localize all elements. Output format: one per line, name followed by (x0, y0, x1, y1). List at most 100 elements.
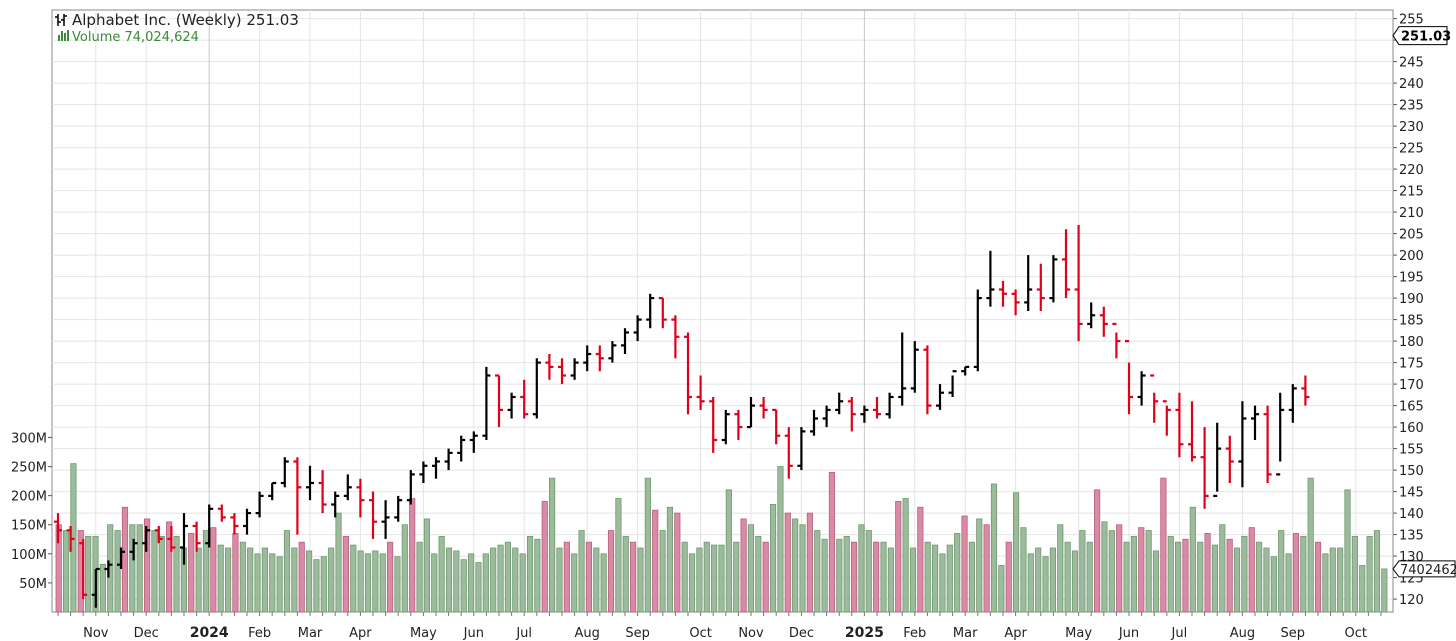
price-tick-label: 220 (1399, 163, 1424, 178)
ohlc-bar (1251, 405, 1259, 440)
price-tick-label: 135 (1399, 529, 1424, 544)
price-tick-label: 185 (1399, 314, 1424, 329)
volume-bar (1057, 524, 1064, 613)
last-volume-label: 74024624 (1400, 563, 1456, 578)
ohlc-bar (885, 392, 894, 419)
ohlc-bar (948, 370, 957, 397)
ohlc-bar (444, 448, 453, 471)
volume-bar (497, 544, 504, 613)
month-label: May (410, 626, 437, 641)
volume-bar (210, 527, 217, 613)
price-tick-label: 155 (1399, 443, 1424, 458)
ohlc-bar (986, 250, 995, 307)
volume-bar (217, 544, 224, 613)
ohlc-bar (658, 297, 667, 329)
volume-bar (1366, 535, 1373, 613)
ohlc-bar (595, 345, 604, 372)
volume-bar (1307, 477, 1314, 613)
ohlc-bar (129, 538, 138, 561)
volume-bar (630, 541, 637, 613)
price-tick-label: 225 (1399, 142, 1424, 157)
volume-bar (247, 547, 254, 613)
ohlc-bar (608, 341, 617, 363)
volume-bar (224, 547, 232, 613)
volume-bar (129, 524, 136, 613)
month-label: Aug (575, 626, 600, 641)
ohlc-bar (306, 465, 314, 501)
volume-bar (364, 553, 372, 613)
ohlc-bar (432, 457, 440, 479)
ohlc-bar (91, 567, 100, 608)
volume-bar (725, 489, 732, 613)
volume-bar (409, 498, 416, 613)
volume-bar (644, 477, 651, 613)
volume-bar (1300, 535, 1307, 613)
month-label: Nov (83, 626, 109, 641)
ohlc-bar (104, 560, 113, 578)
volume-bar (269, 553, 276, 613)
volume-bar (799, 524, 806, 613)
ohlc-bar (167, 526, 176, 552)
ohlc-bar (646, 293, 655, 329)
volume-bar (490, 547, 497, 613)
ohlc-bar (545, 354, 554, 380)
volume-bar (504, 541, 512, 613)
volume-bar (328, 547, 335, 613)
volume-bar (1270, 556, 1277, 613)
volume-bar (718, 544, 725, 613)
volume-bar (305, 550, 313, 613)
volume-bar (1241, 535, 1248, 613)
ohlc-bar (419, 461, 428, 483)
volume-bar (62, 530, 70, 613)
volume-tick-label: 250M (11, 461, 47, 476)
volume-bar (696, 547, 703, 613)
volume-bar (593, 547, 600, 613)
ohlc-bar (797, 427, 806, 471)
ohlc-bar (1112, 322, 1121, 359)
ohlc-bar (1099, 306, 1108, 337)
volume-bar (85, 535, 92, 613)
price-tick-label: 145 (1399, 486, 1424, 501)
ohlc-bar (583, 345, 592, 372)
volume-bar (445, 547, 453, 613)
ohlc-bar (457, 435, 466, 462)
volume-bar (1101, 521, 1108, 613)
ohlc-bar (79, 538, 88, 600)
volume-bar (1116, 524, 1123, 613)
volume-bar (1226, 538, 1233, 613)
volume-bar (283, 530, 291, 613)
volume-bar (541, 501, 548, 613)
ohlc-bar (230, 513, 239, 535)
ohlc-bar (822, 405, 831, 428)
volume-bar (453, 550, 460, 613)
volume-bar (1314, 541, 1322, 613)
volume-bar (313, 559, 320, 613)
volume-bar (1182, 538, 1189, 613)
month-label: Jul (1171, 626, 1188, 641)
ohlc-bar (331, 491, 340, 518)
volume-bar (1219, 524, 1226, 613)
volume-bar (1020, 527, 1027, 613)
volume-bar (1322, 553, 1329, 613)
volume-bar (880, 541, 887, 613)
ohlc-bar (406, 470, 415, 505)
price-tick-label: 210 (1399, 206, 1424, 221)
volume-bar (379, 553, 386, 613)
volume-bar (983, 524, 990, 613)
ohlc-bar (1301, 375, 1310, 406)
volume-bar (674, 512, 681, 613)
volume-bar (600, 553, 607, 613)
ohlc-bar (1125, 340, 1133, 415)
price-tick-label: 170 (1399, 378, 1424, 393)
price-tick-label: 255 (1399, 13, 1424, 28)
last-price-flag: 251.03 (1392, 26, 1451, 46)
month-label: Oct (1345, 626, 1367, 641)
volume-bar (202, 530, 210, 613)
month-label: Feb (248, 626, 271, 641)
ohlc-bar (558, 358, 566, 385)
volume-bar (607, 530, 615, 613)
volume-bar (585, 541, 593, 613)
ohlc-bar (1188, 401, 1196, 462)
volume-bar (387, 541, 394, 613)
volume-bar (460, 559, 467, 613)
